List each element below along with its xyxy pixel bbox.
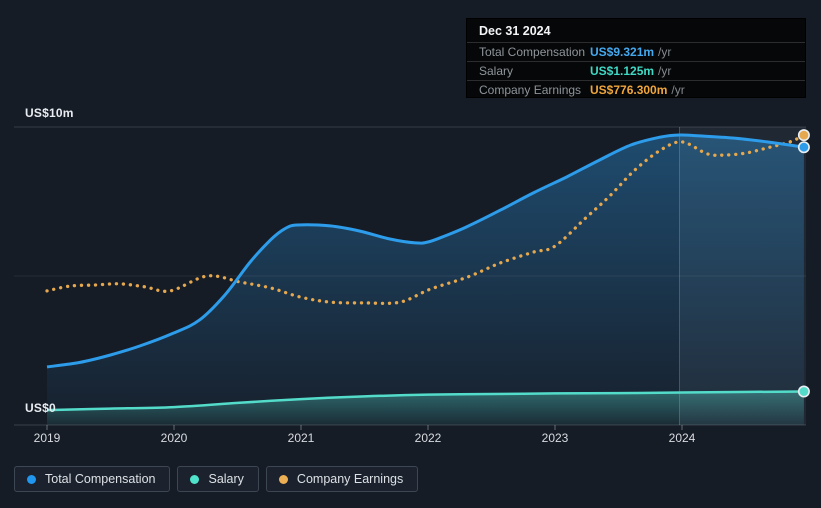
tooltip-row-total-compensation: Total Compensation US$9.321m /yr: [467, 42, 805, 61]
tooltip-label: Total Compensation: [479, 45, 586, 59]
salary-line: [46, 390, 804, 412]
y-axis-label-top: US$10m: [25, 106, 74, 120]
legend: Total Compensation Salary Company Earnin…: [14, 466, 419, 492]
tooltip-row-company-earnings: Company Earnings US$776.300m /yr: [467, 80, 805, 99]
legend-item-total-compensation[interactable]: Total Compensation: [14, 466, 171, 492]
x-tick-label-2020: 2020: [160, 431, 188, 445]
hover-tooltip: Dec 31 2024 Total Compensation US$9.321m…: [466, 18, 806, 98]
legend-label: Total Compensation: [45, 472, 156, 486]
total-compensation-line: [46, 133, 805, 369]
total-compensation-area: [47, 134, 804, 426]
highlight-band-2024: [679, 127, 806, 425]
tooltip-value: US$776.300m: [590, 83, 668, 97]
legend-label: Salary: [208, 472, 244, 486]
tooltip-label: Salary: [479, 64, 514, 78]
tooltip-value: US$9.321m: [590, 45, 655, 59]
company-earnings-end-marker: [797, 129, 810, 142]
y-axis-label-zero: US$0: [25, 401, 56, 415]
tooltip-unit: /yr: [671, 83, 685, 97]
tooltip-unit: /yr: [658, 64, 672, 78]
legend-item-company-earnings[interactable]: Company Earnings: [265, 466, 419, 492]
x-tick-label-2021: 2021: [287, 431, 315, 445]
company-earnings-dot-icon: [278, 474, 288, 484]
tooltip-unit: /yr: [658, 45, 672, 59]
tooltip-date: Dec 31 2024: [479, 24, 551, 38]
x-tick-label-2024: 2024: [668, 431, 696, 445]
salary-area: [47, 391, 804, 425]
legend-item-salary[interactable]: Salary: [177, 466, 259, 492]
legend-label: Company Earnings: [296, 472, 404, 486]
salary-end-marker: [797, 385, 810, 398]
tooltip-label: Company Earnings: [479, 83, 582, 97]
x-tick-label-2019: 2019: [33, 431, 61, 445]
x-tick-label-2022: 2022: [414, 431, 442, 445]
total-compensation-end-marker: [797, 141, 810, 154]
total-compensation-dot-icon: [27, 474, 36, 484]
x-tick-label-2023: 2023: [541, 431, 569, 445]
company-earnings-dotted-line: [45, 133, 806, 306]
tooltip-value: US$1.125m: [590, 64, 655, 78]
salary-dot-icon: [190, 474, 200, 484]
tooltip-row-salary: Salary US$1.125m /yr: [467, 61, 805, 80]
